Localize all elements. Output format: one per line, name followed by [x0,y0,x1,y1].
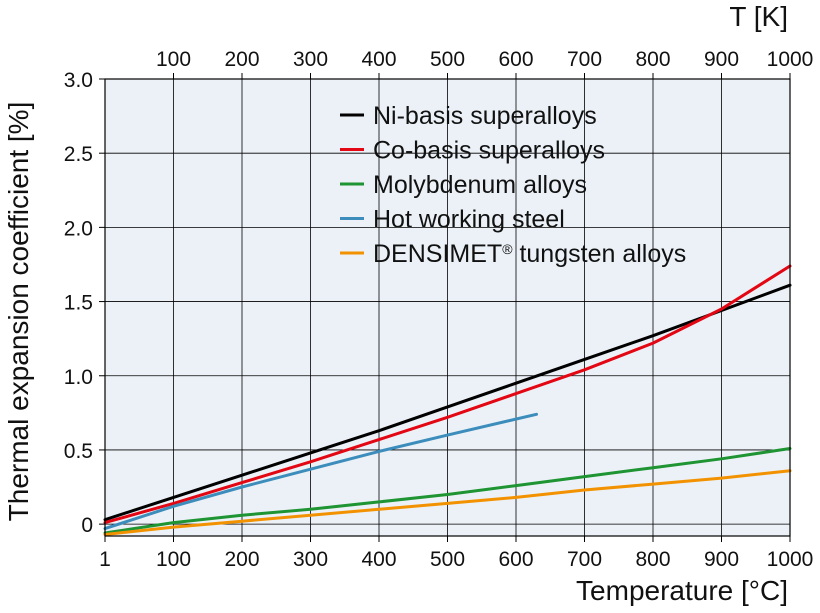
top-tick-label: 400 [361,48,396,71]
x-tick-label: 400 [361,548,396,571]
top-tick-label: 600 [498,48,533,71]
series-lines [103,264,792,536]
legend-label: Molybdenum alloys [373,171,587,199]
x-tick-label: 700 [567,548,602,571]
legend-label: Hot working steel [373,206,565,234]
x-tick-label: 200 [224,548,259,571]
y-axis-label: Thermal expansion coefficient [%] [3,102,34,522]
x-tick-label: 800 [635,548,670,571]
top-axis-label: T [K] [729,1,788,32]
legend-label: DENSIMET® tungsten alloys [373,240,686,268]
x-axis-label: Temperature [°C] [576,575,788,606]
tick-labels: 1 100 200 300 400 500 600 700 800 900 1000 100 200 30… [64,48,814,571]
x-tick-label: 500 [430,548,465,571]
x-tick-label: 100 [156,548,191,571]
y-tick-label: 1.0 [64,366,93,389]
top-tick-label: 500 [430,48,465,71]
top-tick-label: 1000 [767,48,814,71]
top-tick-label: 900 [704,48,739,71]
legend-label: Co-basis superalloys [373,137,605,165]
series-line-2 [103,447,792,535]
legend-label: Ni-basis superalloys [373,102,597,130]
series-line-4 [103,469,792,536]
x-tick-label: 1000 [767,548,814,571]
y-tick-label: 0.5 [64,440,93,463]
y-tick-label: 2.5 [64,143,93,166]
x-tick-label: 300 [293,548,328,571]
x-tick-label: 1 [99,548,111,571]
top-tick-label: 700 [567,48,602,71]
y-tick-label: 3.0 [64,69,93,92]
y-tick-label: 2.0 [64,217,93,240]
x-tick-label: 600 [498,548,533,571]
legend: Ni-basis superalloys Co-basis superalloys… [340,102,686,268]
top-tick-label: 800 [635,48,670,71]
series-line-0 [103,283,792,522]
y-tick-label: 0 [81,514,93,537]
top-tick-label: 300 [293,48,328,71]
top-tick-label: 200 [224,48,259,71]
x-tick-label: 900 [704,548,739,571]
series-line-1 [103,264,792,525]
top-tick-label: 100 [156,48,191,71]
series-line-3 [103,412,538,531]
y-tick-label: 1.5 [64,292,93,315]
